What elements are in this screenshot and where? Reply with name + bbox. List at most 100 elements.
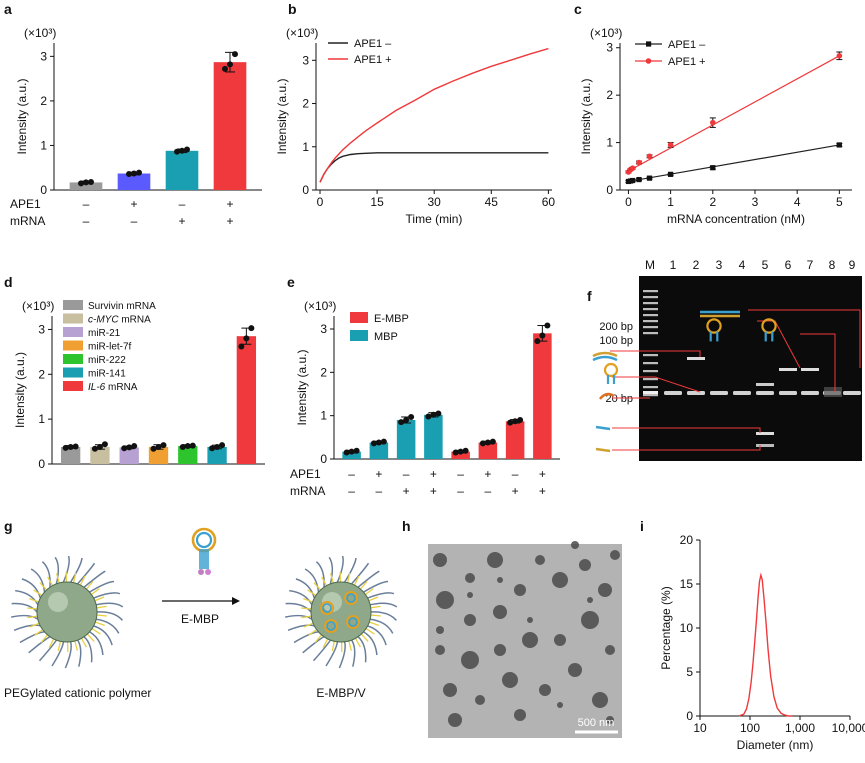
replicate-point <box>539 332 546 339</box>
nanoparticle <box>610 550 620 560</box>
panel-e: e (×10³) Intensity (a.u.) 0 1 2 3 E-MBP MBP APE1 –… <box>287 274 560 498</box>
gel-band <box>779 368 797 371</box>
condition-sign: + <box>130 197 137 211</box>
bar-8 <box>533 333 552 459</box>
connector-line <box>748 309 861 368</box>
nanoparticle <box>502 672 518 688</box>
panel-letter: e <box>287 274 295 290</box>
x-tick-label: 15 <box>370 195 384 209</box>
data-point <box>646 175 653 181</box>
x-axis-label: mRNA concentration (nM) <box>667 212 805 226</box>
replicate-point <box>425 413 432 420</box>
x-tick-label: 0 <box>625 195 632 209</box>
bar-6 <box>478 442 498 459</box>
legend-label: APE1 + <box>354 54 392 66</box>
distribution-curve <box>738 572 793 717</box>
peg-chain <box>89 580 115 593</box>
replicate-point <box>479 440 486 447</box>
gel-smear <box>824 387 842 397</box>
axis-multiplier: (×10³) <box>590 26 622 40</box>
replicate-point <box>232 51 238 58</box>
replicate-point <box>160 442 167 449</box>
replicate-point <box>150 445 157 452</box>
replicate-point <box>155 443 162 450</box>
legend-rest: miR-let-7f <box>88 342 132 353</box>
replicate-point <box>72 443 79 450</box>
e-mbp-end <box>198 569 204 575</box>
gel-band-20bp <box>664 391 682 395</box>
replicate-point <box>174 148 180 155</box>
y-axis-label: Intensity (a.u.) <box>579 78 593 154</box>
y-tick-label: 5 <box>686 665 693 679</box>
gel-band <box>801 368 819 371</box>
replicate-point <box>126 444 133 451</box>
legend-marker <box>646 41 652 47</box>
loaded-hairpin <box>346 593 356 603</box>
y-tick-label: 0 <box>40 183 47 197</box>
nanoparticle <box>487 552 503 568</box>
legend-label: miR-let-7f <box>88 342 132 353</box>
lane-label: 7 <box>807 258 814 272</box>
condition-sign: – <box>403 467 410 481</box>
bar-Survivin mRNA <box>60 446 81 464</box>
y-tick-label: 1 <box>320 409 327 423</box>
replicate-point <box>184 443 191 450</box>
condition-sign: – <box>131 214 138 228</box>
peg-chain <box>93 625 113 646</box>
left-label: PEGylated cationic polymer <box>4 686 151 700</box>
y-tick-label: 1 <box>302 140 309 154</box>
duplex-icon <box>592 355 618 362</box>
condition-sign: – <box>348 467 355 481</box>
y-tick-label: 0 <box>686 709 693 723</box>
peg-chain <box>96 611 123 621</box>
connector-line <box>757 320 801 369</box>
y-tick-label: 3 <box>606 41 613 55</box>
series-line-ape1-minus <box>319 152 549 183</box>
y-tick-label: 2 <box>606 88 613 102</box>
y-tick-label: 2 <box>302 97 309 111</box>
gel-band-20bp <box>756 391 774 395</box>
peg-chain <box>350 639 356 667</box>
replicate-point <box>67 443 74 450</box>
panel-letter: c <box>574 1 582 17</box>
gel-band <box>687 357 705 360</box>
condition-sign: + <box>226 214 233 228</box>
peg-chain <box>328 556 334 585</box>
peg-chain <box>325 641 339 667</box>
nanoparticle <box>592 692 608 708</box>
lane-label: 8 <box>829 258 836 272</box>
panel-i: i Percentage (%) Diameter (nm) 0 5 10 15 20 10 10… <box>640 518 865 752</box>
condition-sign: – <box>348 484 355 498</box>
lane-label: 5 <box>762 258 769 272</box>
e-mbp-stem <box>199 549 209 569</box>
x-tick-label: 60 <box>542 195 556 209</box>
replicate-point <box>462 447 469 454</box>
peg-chain <box>287 624 315 631</box>
legend-swatch <box>63 313 83 324</box>
data-point <box>630 177 636 184</box>
lane-label: M <box>645 258 655 272</box>
peg-chain <box>83 570 106 588</box>
replicate-point <box>370 440 377 447</box>
y-tick-label: 3 <box>38 322 45 336</box>
legend-swatch <box>350 330 368 341</box>
legend-label: APE1 + <box>668 56 706 68</box>
peg-chain <box>28 636 51 654</box>
replicate-point <box>126 170 132 177</box>
arrow-label: E-MBP <box>181 612 219 626</box>
connector-line <box>610 350 701 357</box>
bar-5 <box>451 451 470 459</box>
lane-label: 1 <box>670 258 677 272</box>
condition-sign: – <box>83 214 90 228</box>
y-tick-label: 2 <box>38 367 45 381</box>
replicate-point <box>121 445 128 452</box>
legend-swatch <box>63 354 83 364</box>
polymer-core <box>310 581 372 643</box>
peg-chain <box>357 636 367 663</box>
replicate-point <box>507 419 514 426</box>
legend-swatch <box>63 300 83 310</box>
y-axis-label: Intensity (a.u.) <box>275 78 289 154</box>
peg-chain <box>11 602 38 613</box>
connector-line <box>800 333 836 392</box>
